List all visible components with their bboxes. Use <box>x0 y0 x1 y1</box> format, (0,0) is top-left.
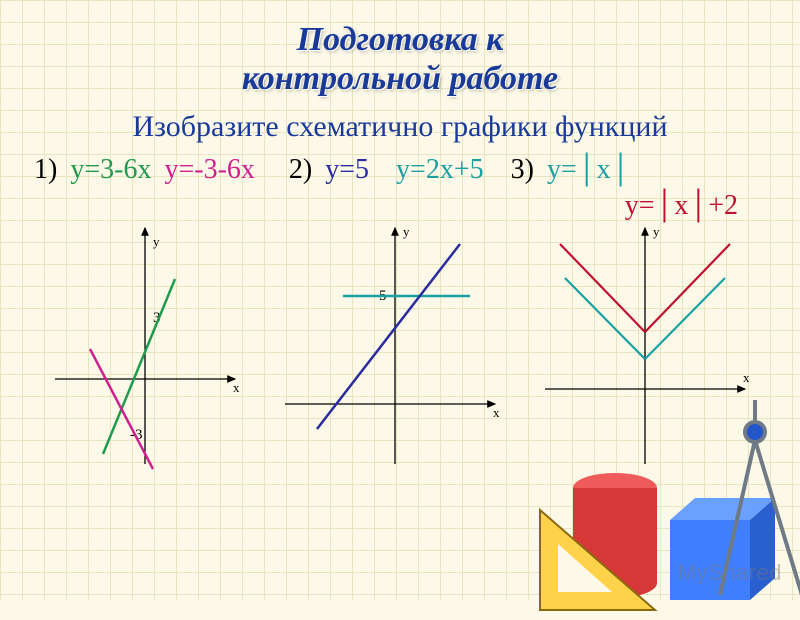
equations-row: 1) у=3-6х у=-3-6х 2) у=5 у=2х+5 3) у=│х│ <box>34 154 770 186</box>
chart-1: xy3-3 <box>45 214 245 474</box>
watermark: MyShared <box>678 560 782 586</box>
main-title: Подготовка к контрольной работе <box>30 20 770 98</box>
chart-2: xy5 <box>275 214 505 474</box>
svg-text:y: y <box>653 224 660 239</box>
eq-1a: у=3-6х <box>70 154 151 185</box>
subtitle: Изобразите схематично графики функций <box>30 110 770 144</box>
svg-text:x: x <box>493 405 500 420</box>
svg-text:y: y <box>403 224 410 239</box>
eq-num-1: 1) <box>34 154 57 185</box>
eq-2a: у=5 <box>325 154 369 185</box>
eq-num-3: 3) <box>511 154 534 185</box>
svg-text:y: y <box>153 234 160 249</box>
eq-2b: у=2х+5 <box>396 154 484 185</box>
eq-1b: у=-3-6х <box>164 154 254 185</box>
title-line-2: контрольной работе <box>30 59 770 98</box>
svg-text:x: x <box>233 380 240 395</box>
eq-3a: у=│х│ <box>547 154 630 185</box>
eq-num-2: 2) <box>289 154 312 185</box>
title-line-1: Подготовка к <box>30 20 770 59</box>
